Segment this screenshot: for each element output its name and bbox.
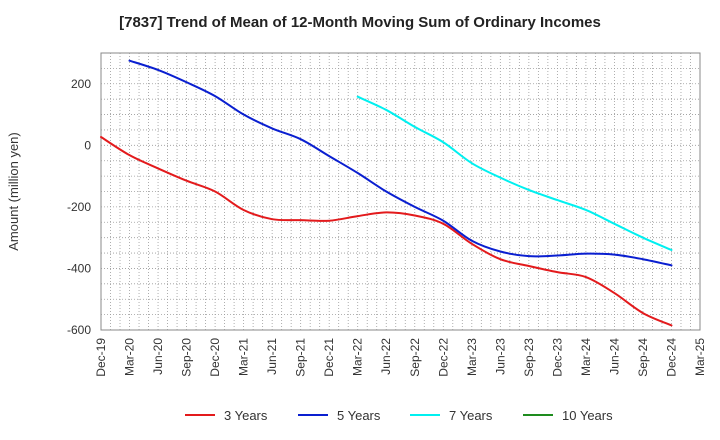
- legend-item-3-years: 3 Years: [185, 408, 268, 423]
- y-tick-label: -400: [67, 261, 91, 275]
- legend: 3 Years 5 Years 7 Years 10 Years: [185, 408, 613, 423]
- x-tick-label: Jun-21: [265, 338, 279, 375]
- series-line-3-years: [100, 136, 673, 327]
- legend-label: 3 Years: [224, 408, 268, 423]
- legend-label: 5 Years: [337, 408, 381, 423]
- x-tick-label: Sep-20: [180, 338, 194, 377]
- x-tick-label: Mar-25: [693, 338, 707, 376]
- y-tick-label: 0: [84, 138, 91, 152]
- legend-label: 7 Years: [449, 408, 493, 423]
- x-tick-label: Mar-20: [123, 338, 137, 376]
- x-tick-label: Mar-22: [351, 338, 365, 376]
- plot-frame: [100, 52, 701, 331]
- x-tick-label: Jun-22: [379, 338, 393, 375]
- x-tick-label: Mar-21: [237, 338, 251, 376]
- x-tick-label: Jun-20: [151, 338, 165, 375]
- x-tick-label: Sep-21: [294, 338, 308, 377]
- grid: [100, 52, 701, 331]
- x-tick-label: Sep-22: [408, 338, 422, 377]
- axes: -600 -400 -200 0 200 Dec-19 Mar-20 Jun-20 Sep-20…: [6, 77, 707, 377]
- x-tick-label: Dec-23: [550, 338, 564, 377]
- legend-item-10-years: 10 Years: [523, 408, 613, 423]
- chart-title: [7837] Trend of Mean of 12-Month Moving …: [119, 14, 601, 31]
- x-tick-label: Dec-24: [664, 338, 678, 377]
- x-tick-label: Jun-24: [607, 338, 621, 375]
- series-line-7-years: [356, 95, 673, 251]
- x-tick-label: Mar-24: [579, 338, 593, 376]
- series-lines: [100, 59, 673, 327]
- legend-label: 10 Years: [562, 408, 613, 423]
- x-tick-label: Sep-24: [636, 338, 650, 377]
- legend-item-7-years: 7 Years: [410, 408, 493, 423]
- legend-item-5-years: 5 Years: [298, 408, 381, 423]
- x-tick-label: Dec-22: [436, 338, 450, 377]
- x-tick-label: Dec-21: [322, 338, 336, 377]
- x-tick-label: Dec-20: [208, 338, 222, 377]
- y-tick-label: 200: [71, 77, 91, 91]
- x-tick-label: Jun-23: [493, 338, 507, 375]
- x-tick-label: Sep-23: [522, 338, 536, 377]
- y-axis-label: Amount (million yen): [6, 132, 21, 251]
- series-line-5-years: [128, 59, 673, 267]
- y-tick-label: -600: [67, 323, 91, 337]
- y-tick-label: -200: [67, 200, 91, 214]
- x-tick-label: Mar-23: [465, 338, 479, 376]
- x-tick-label: Dec-19: [94, 338, 108, 377]
